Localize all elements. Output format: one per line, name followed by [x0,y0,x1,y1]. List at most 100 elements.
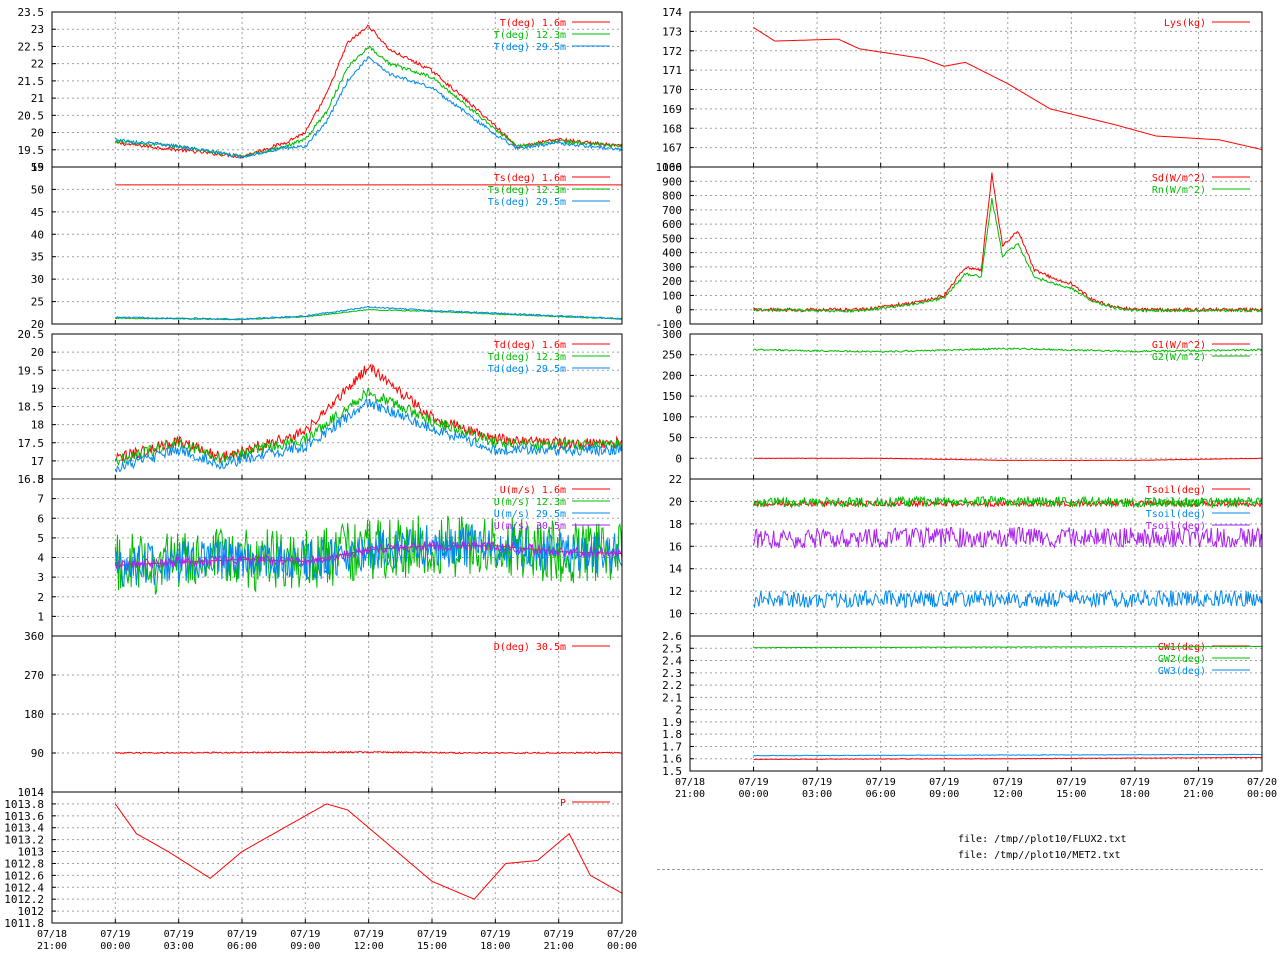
series-line [115,750,623,755]
y-tick-label: 1012 [18,905,45,918]
x-tick-label-time: 00:00 [607,941,637,952]
legend-label: T(deg) 12.3m [494,30,566,41]
x-tick-label-date: 07/19 [802,777,832,788]
legend-label: Ts(deg) 1.6m [494,173,566,184]
y-tick-label: 50 [31,183,44,196]
legend-label: U(m/s) 12.3m [494,497,566,508]
y-tick-label: 19 [31,382,44,395]
series-line [115,309,623,321]
x-tick-label-date: 07/19 [739,777,769,788]
y-tick-label: 20.5 [18,109,45,122]
y-tick-label: 20 [31,346,44,359]
y-tick-label: 14 [669,563,683,576]
series-line [753,197,1262,314]
y-tick-label: 20 [669,495,682,508]
y-tick-label: 25 [31,296,44,309]
y-tick-label: 18 [31,419,44,432]
y-tick-label: 8 [37,473,44,486]
x-tick-label-time: 21:00 [675,789,705,800]
y-tick-label: 1012.4 [4,881,44,894]
y-tick-label: 50 [669,432,682,445]
y-tick-label: 200 [662,275,682,288]
y-tick-label: 100 [662,289,682,302]
y-tick-label: 3 [37,571,44,584]
x-tick-label-time: 09:00 [290,941,320,952]
legend-label: D(deg) 30.5m [494,642,566,653]
legend-label: Tsoil(deg) [1146,509,1206,520]
y-tick-label: 40 [31,228,44,241]
y-tick-label: 2.6 [662,630,682,643]
y-tick-label: 170 [662,84,682,97]
series-line [114,387,623,466]
legend-label: GW2(deg) [1158,654,1206,665]
y-tick-label: 21 [31,92,44,105]
legend-label: Td(deg) 29.5m [488,364,566,375]
y-tick-label: 2.5 [662,642,682,655]
legend-label: T(deg) 1.6m [500,18,566,29]
x-tick-label-time: 00:00 [100,941,130,952]
legend-label: Tsoil(deg) [1146,521,1206,532]
y-tick-label: 167 [662,142,682,155]
legend-label: Rn(W/m^2) [1152,185,1206,196]
y-tick-label: 0 [675,304,682,317]
series-line [753,495,1263,510]
y-tick-label: 22 [31,58,44,71]
y-tick-label: 1.9 [662,716,682,729]
y-tick-label: 20 [31,318,44,331]
y-tick-label: 600 [662,218,682,231]
y-tick-label: 7 [37,493,44,506]
series-line [753,457,1263,462]
y-tick-label: 0 [675,452,682,465]
legend-label: Tsoil(deg) [1146,485,1206,496]
y-tick-label: 1013.8 [4,798,44,811]
x-tick-label-date: 07/18 [37,929,67,940]
x-tick-label-date: 07/19 [1056,777,1086,788]
plot-frame [51,791,623,924]
y-tick-label: 800 [662,190,682,203]
plot-frame [51,166,623,325]
y-tick-label: 1013.4 [4,822,44,835]
x-tick-label-time: 18:00 [1120,789,1150,800]
x-tick-label-date: 07/20 [607,929,637,940]
series-line [114,515,623,595]
x-tick-label-date: 07/19 [480,929,510,940]
chart-P: 07/1821:0007/1900:0007/1903:0007/1906:00… [4,786,637,952]
y-tick-label: 35 [31,251,44,264]
y-tick-label: 174 [662,6,682,19]
x-tick-label-date: 07/19 [227,929,257,940]
y-tick-label: 55 [31,161,44,174]
y-tick-label: 1000 [656,161,683,174]
chart-D: 90 180 270 360 D(deg) 30.5m [24,630,623,793]
legend-label: Ts(deg) 29.5m [488,197,566,208]
y-tick-label: 23.5 [18,6,45,19]
legend-label: Ts(deg) 12.3m [488,185,566,196]
x-tick-label-time: 18:00 [480,941,510,952]
series-line [753,589,1263,609]
y-tick-label: 2 [675,704,682,717]
y-tick-label: 250 [662,349,682,362]
x-tick-label-date: 07/20 [1247,777,1277,788]
y-tick-label: 168 [662,122,682,135]
y-tick-label: 1.5 [662,765,682,778]
divider [657,869,1263,870]
y-tick-label: 30 [31,273,44,286]
x-tick-label-time: 15:00 [417,941,447,952]
file-label-met: file: /tmp//plot10/MET2.txt [958,850,1121,861]
chart-G: 0 50 100 150 200 250 300 G1(W/m^2)G2(W/m^2) [662,328,1263,480]
y-tick-label: 360 [24,630,44,643]
legend-label: GW1(deg) [1158,642,1206,653]
series-line [115,56,623,159]
x-tick-label-date: 07/19 [544,929,574,940]
y-tick-label: 21.5 [18,75,45,88]
series-line [753,645,1263,649]
legend-label: P [560,798,566,809]
y-tick-label: 500 [662,232,682,245]
legend-label: GW3(deg) [1158,666,1206,677]
y-tick-label: 2.3 [662,667,682,680]
y-tick-label: 18 [669,518,682,531]
y-tick-label: 150 [662,390,682,403]
y-tick-label: 10 [669,608,682,621]
y-tick-label: 169 [662,103,682,116]
legend-label: U(m/s) 29.5m [494,509,566,520]
y-tick-label: 2.2 [662,679,682,692]
